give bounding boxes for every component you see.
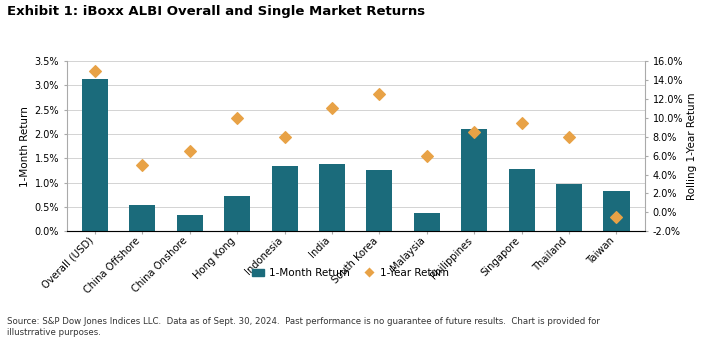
Point — [421, 153, 433, 158]
Bar — [556, 184, 582, 231]
Bar — [224, 196, 250, 231]
Point — [327, 106, 338, 111]
Point — [231, 115, 243, 121]
Point — [90, 68, 101, 73]
Bar — [367, 170, 393, 231]
Legend: 1-Month Return, 1-Year Return: 1-Month Return, 1-Year Return — [247, 264, 454, 282]
Bar — [177, 215, 203, 231]
Bar — [271, 166, 298, 231]
Bar — [461, 129, 487, 231]
Point — [279, 134, 290, 139]
Point — [374, 91, 385, 97]
Text: Exhibit 1: iBoxx ALBI Overall and Single Market Returns: Exhibit 1: iBoxx ALBI Overall and Single… — [7, 5, 425, 18]
Point — [611, 214, 622, 220]
Point — [564, 134, 575, 139]
Bar — [414, 213, 440, 231]
Text: Source: S&P Dow Jones Indices LLC.  Data as of Sept. 30, 2024.  Past performance: Source: S&P Dow Jones Indices LLC. Data … — [7, 317, 600, 337]
Point — [137, 163, 148, 168]
Point — [184, 148, 196, 154]
Y-axis label: Rolling 1-Year Return: Rolling 1-Year Return — [688, 92, 697, 200]
Bar — [509, 169, 535, 231]
Bar — [604, 191, 629, 231]
Point — [469, 129, 480, 135]
Y-axis label: 1-Month Return: 1-Month Return — [20, 106, 30, 187]
Bar — [130, 205, 156, 231]
Point — [516, 120, 527, 125]
Bar — [82, 79, 108, 231]
Bar — [319, 164, 345, 231]
